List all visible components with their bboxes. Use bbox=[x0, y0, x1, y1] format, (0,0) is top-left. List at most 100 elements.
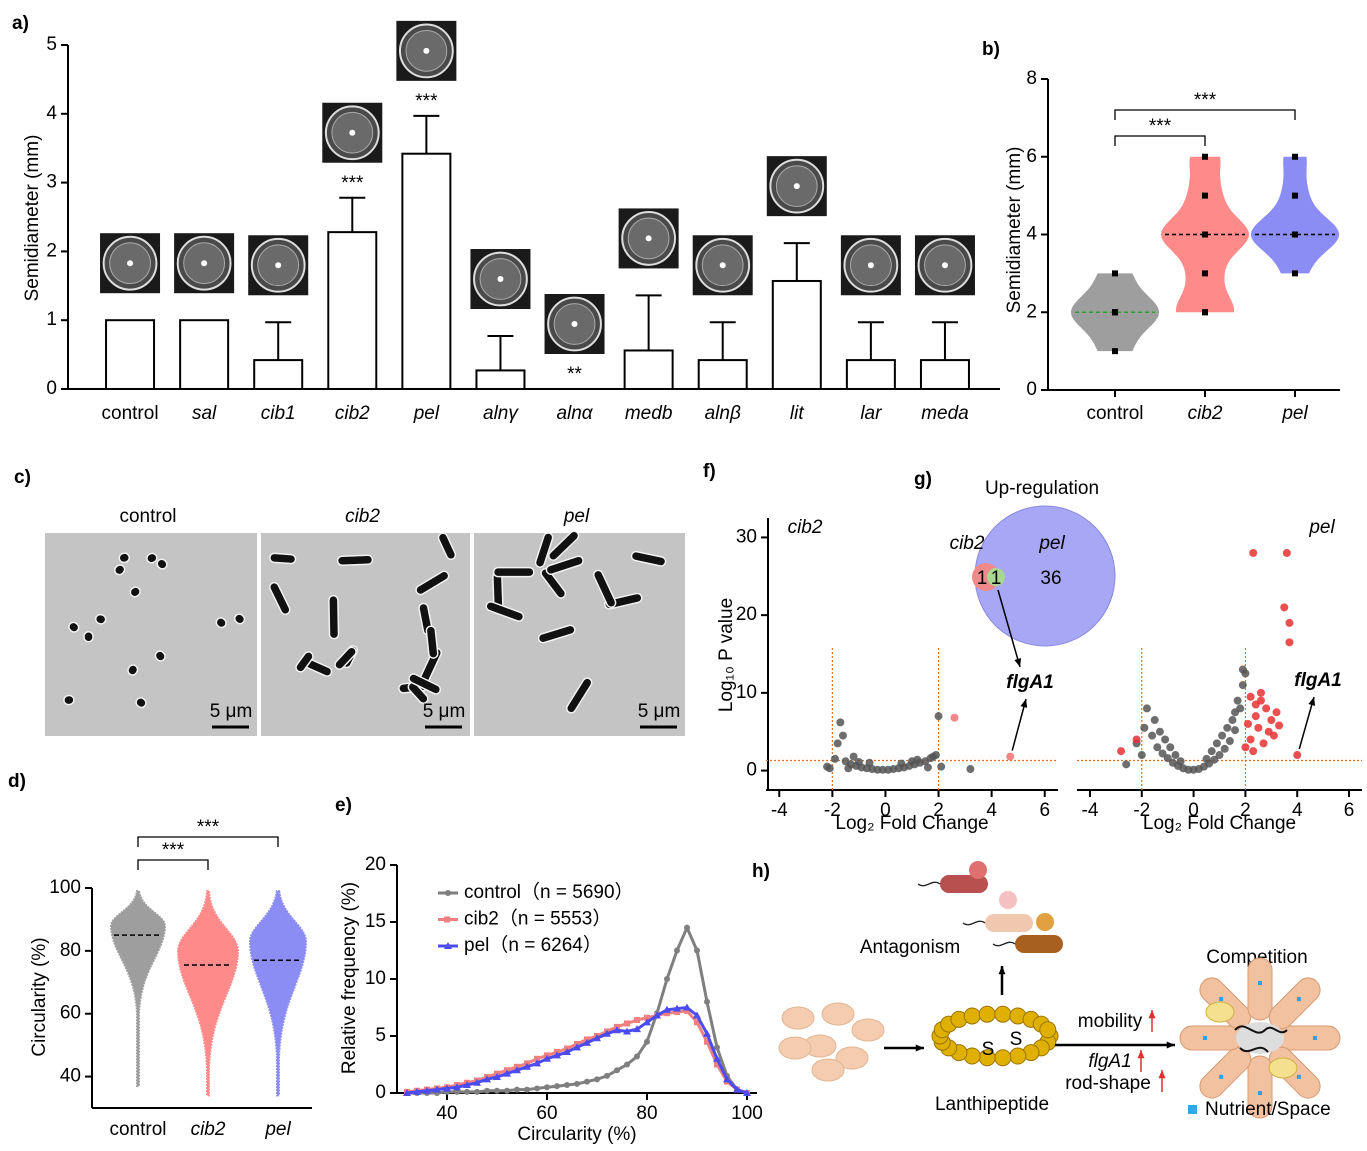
data-point bbox=[1228, 716, 1237, 725]
cell bbox=[485, 601, 525, 622]
marker bbox=[693, 1011, 701, 1019]
data-point bbox=[1269, 731, 1278, 740]
legend-label: Nutrient/Space bbox=[1205, 1099, 1331, 1120]
data-point bbox=[1256, 696, 1265, 705]
cell bbox=[408, 673, 442, 695]
data-point bbox=[1137, 751, 1146, 760]
data-point bbox=[1132, 735, 1141, 744]
data-point bbox=[833, 739, 842, 748]
colony bbox=[571, 321, 578, 327]
data-point bbox=[1202, 270, 1208, 277]
cell bbox=[269, 552, 297, 565]
data-point bbox=[1163, 754, 1172, 763]
nutrient bbox=[1258, 1091, 1262, 1095]
significance: *** bbox=[341, 173, 364, 194]
legend-label: pel（n = 6264） bbox=[464, 934, 602, 956]
data-point bbox=[1246, 692, 1255, 701]
data-point bbox=[950, 713, 959, 722]
marker bbox=[484, 1087, 490, 1094]
cell bbox=[630, 550, 667, 567]
data-point bbox=[854, 758, 863, 767]
marker bbox=[713, 1054, 721, 1062]
bar bbox=[919, 359, 970, 391]
plot-title: pel bbox=[1308, 517, 1335, 538]
data-point bbox=[1233, 696, 1242, 705]
toxin bbox=[999, 891, 1017, 909]
axis-label: Relative frequency (%) bbox=[339, 882, 360, 1074]
marker bbox=[423, 1086, 431, 1094]
plate-photo bbox=[470, 249, 531, 310]
x-tick-label: lar bbox=[860, 403, 882, 424]
marker bbox=[633, 1025, 641, 1033]
marker bbox=[584, 1078, 590, 1085]
cell bbox=[233, 613, 246, 625]
swarm-cloud bbox=[248, 890, 308, 1097]
venn-count: 1 bbox=[991, 568, 1002, 589]
amino-bead bbox=[1009, 1047, 1027, 1065]
cell bbox=[492, 566, 535, 578]
data-point bbox=[937, 762, 946, 771]
data-point bbox=[844, 764, 853, 773]
marker bbox=[624, 1020, 630, 1027]
cell bbox=[156, 558, 168, 570]
data-point bbox=[1256, 688, 1265, 697]
data-point bbox=[929, 752, 938, 761]
y-tick-label: 0 bbox=[1026, 379, 1037, 400]
data-point bbox=[1225, 737, 1234, 746]
bar bbox=[771, 279, 822, 391]
venn-overlap bbox=[987, 568, 1005, 586]
marker bbox=[553, 1051, 561, 1059]
axis-label: Semidiameter (mm) bbox=[1004, 147, 1025, 314]
plate-photo bbox=[396, 20, 457, 81]
data-point bbox=[1207, 747, 1216, 756]
axis-label: Semidiameter (mm) bbox=[22, 135, 43, 302]
data-point bbox=[966, 765, 975, 774]
data-point bbox=[1112, 309, 1118, 316]
data-point bbox=[836, 718, 845, 727]
arrow bbox=[1298, 696, 1315, 750]
significance-bracket bbox=[1114, 135, 1206, 146]
marker bbox=[443, 1084, 451, 1092]
plate-photo bbox=[544, 294, 605, 354]
panel-label: c) bbox=[14, 467, 31, 488]
marker bbox=[473, 1078, 481, 1086]
cell-icon bbox=[778, 1036, 812, 1060]
marker bbox=[543, 1054, 551, 1062]
data-point bbox=[1251, 712, 1260, 721]
colony bbox=[127, 260, 134, 267]
scale-label: 5 μm bbox=[638, 701, 681, 722]
arrow-head bbox=[1148, 1010, 1156, 1019]
micrograph-label: control bbox=[119, 506, 176, 527]
data-point bbox=[1122, 760, 1131, 769]
flagellum bbox=[962, 920, 986, 926]
marker bbox=[644, 1038, 650, 1045]
data-point bbox=[1285, 638, 1294, 647]
x-tick-label: 4 bbox=[986, 800, 997, 821]
marker bbox=[613, 1026, 621, 1034]
plate-photo bbox=[840, 235, 901, 296]
data-point bbox=[1249, 747, 1258, 756]
x-tick-label: alnα bbox=[556, 403, 593, 424]
data-point bbox=[1223, 723, 1232, 732]
cell bbox=[565, 677, 593, 714]
data-point bbox=[838, 731, 847, 740]
data-point bbox=[1275, 721, 1284, 730]
y-tick-label: 0 bbox=[746, 760, 757, 781]
significance: ** bbox=[567, 364, 582, 385]
data-point bbox=[825, 764, 834, 773]
x-tick-label: 2 bbox=[933, 800, 944, 821]
data-point bbox=[1176, 757, 1185, 766]
marker bbox=[493, 1073, 501, 1081]
data-point bbox=[934, 712, 943, 721]
marker bbox=[674, 1009, 680, 1016]
marker bbox=[733, 1085, 741, 1093]
toxin bbox=[1036, 913, 1054, 931]
marker bbox=[694, 1019, 700, 1026]
data-point bbox=[1142, 704, 1151, 713]
marker bbox=[513, 1066, 521, 1074]
y-tick-label: 15 bbox=[365, 911, 386, 932]
flagellum bbox=[917, 881, 941, 887]
data-point bbox=[1241, 743, 1250, 752]
cell bbox=[269, 581, 291, 616]
data-point bbox=[1158, 749, 1167, 758]
